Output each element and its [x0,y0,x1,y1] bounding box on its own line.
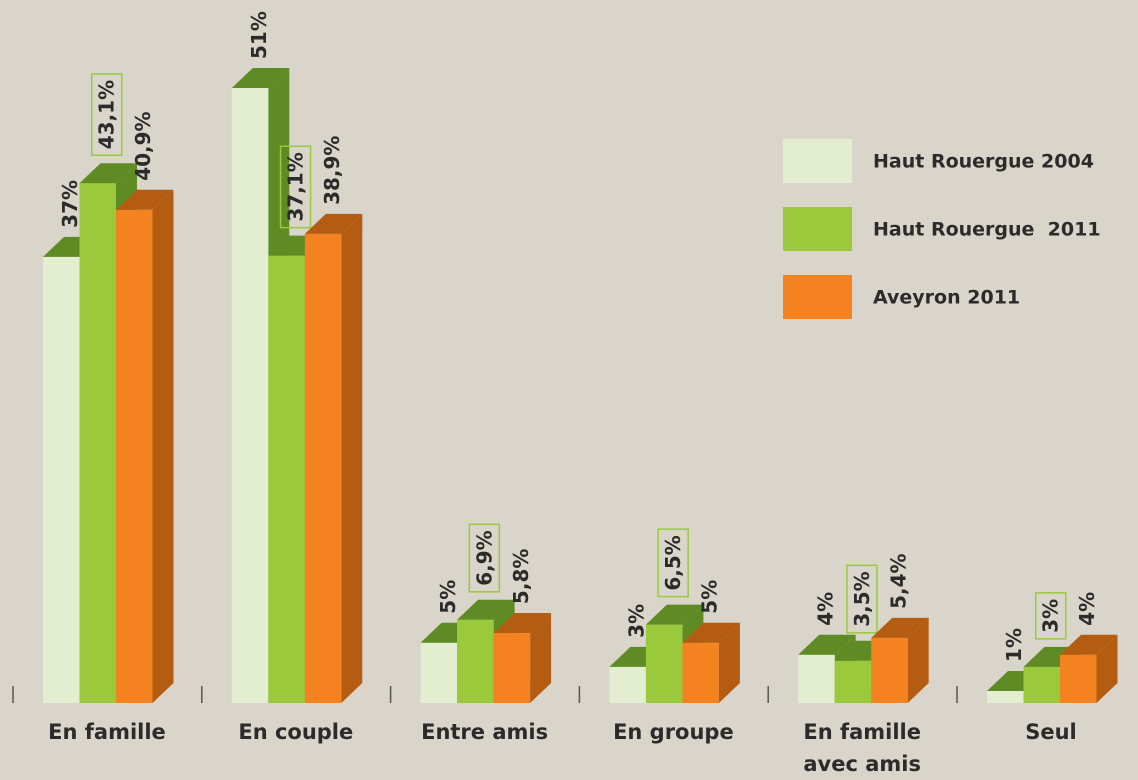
bar [304,213,363,704]
value-label: 38,9% [320,136,344,205]
bar-front [420,642,458,703]
value-label: 5% [698,580,722,614]
bar-front [609,666,646,703]
bar [1060,634,1118,703]
bar-front [987,690,1024,703]
bar-top [493,613,552,634]
bar-front [645,624,683,703]
legend-swatch [783,139,852,183]
bar-front [1023,666,1060,703]
bar-top [645,604,704,625]
value-label: 6,5% [661,535,685,590]
bar-front [834,660,872,703]
bar-side [1096,634,1118,703]
x-tick-label: En famille avec amis [803,720,921,776]
label-box [468,523,501,593]
bar-top [79,163,137,184]
bar [493,613,552,703]
bar-side [718,622,740,703]
value-label: 43,1% [95,80,119,149]
x-tick-label: En famille [48,720,166,744]
bar-front [1060,654,1097,703]
bar-top [871,617,929,638]
value-label: 4% [1075,592,1099,626]
value-label: 37,1% [284,152,308,221]
bar-top [304,213,363,234]
value-label: 37% [58,180,82,228]
label-box [1035,592,1067,640]
label-box [846,564,878,634]
legend-swatch [783,275,852,319]
label-box [91,73,123,157]
value-label: 3,5% [850,571,874,626]
bar-front [79,183,116,703]
value-label: 5,8% [509,549,533,604]
bar [116,189,174,703]
x-tick-label: En groupe [613,720,734,744]
label-box [279,145,312,229]
bar-front [457,619,494,703]
value-label: 5,4% [886,553,910,608]
value-label: 1% [1002,628,1026,662]
x-tick-label: En couple [238,720,354,744]
legend-label: Aveyron 2011 [873,287,1020,309]
x-tick-label: Entre amis [421,720,549,744]
bar-top [798,634,856,655]
legend-label: Haut Rouergue 2004 [873,151,1094,173]
bar-front [798,654,835,703]
label-box [657,528,689,598]
bar-front [43,256,80,703]
bar [871,617,929,703]
x-tick-label: Seul [1025,720,1077,744]
value-label: 3% [1039,599,1063,633]
value-label: 4% [813,592,837,626]
value-label: 3% [625,604,649,638]
bar-top [682,622,740,643]
bar-front [268,255,305,703]
bar-front [231,88,269,703]
bar-top [457,599,515,620]
bar-front [304,233,342,704]
value-label: 6,9% [472,530,496,585]
bar [682,622,740,703]
value-label: 5% [436,580,460,614]
legend-label: Haut Rouergue 2011 [873,219,1101,241]
bar-front [493,633,531,703]
legend-swatch [783,207,852,251]
bar-top [231,68,290,88]
bar-front [871,637,908,703]
bar-side [341,213,363,704]
bar-front [116,209,153,703]
bar-side [530,613,552,703]
bar-front [682,642,719,703]
value-label: 40,9% [131,111,155,180]
bar-side [907,617,929,703]
bar-top [1060,634,1118,655]
value-label: 51% [247,11,271,59]
bar-side [152,189,174,703]
bar-top [116,189,174,210]
